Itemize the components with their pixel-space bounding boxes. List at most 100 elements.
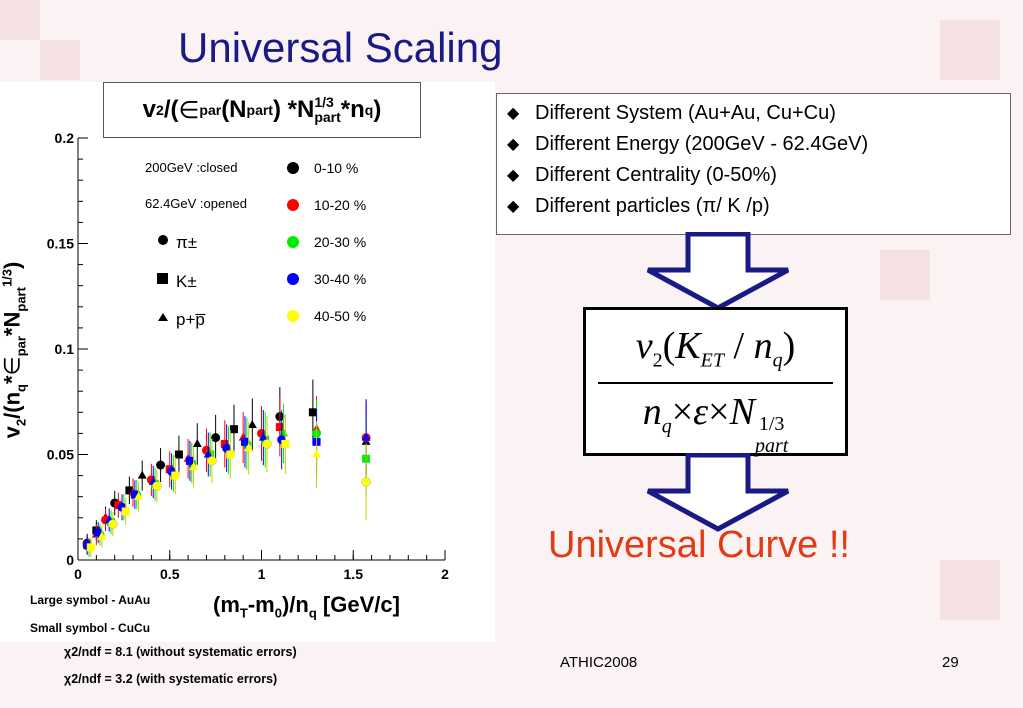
data-point — [262, 439, 272, 449]
chart-svg: 0 0.5 1 1.5 2 0 0.05 0.1 0.15 0.2 200GeV :closed … — [47, 130, 449, 582]
eq-part: 2 — [652, 349, 663, 372]
data-point — [361, 477, 371, 487]
ylabel-part: /(n — [0, 391, 25, 419]
diamond-icon: ◆ — [507, 167, 520, 184]
legend-centrality-marker — [287, 236, 299, 248]
x-tick-label: 1.5 — [344, 566, 364, 582]
xlabel-part: T — [239, 605, 248, 621]
note-small-symbol: Small symbol - CuCu — [30, 621, 151, 635]
eq-part: q — [661, 415, 672, 438]
legend-centrality-marker — [287, 199, 299, 211]
formula-part: (N — [221, 96, 247, 123]
x-axis-label: (mT-m0)/nq [GeV/c] — [213, 592, 400, 620]
data-point — [361, 432, 371, 441]
formula-part: par — [199, 102, 222, 118]
xlabel-part: q — [308, 605, 317, 621]
formula-part: 2 — [156, 102, 164, 118]
bullet-item: ◆ Different System (Au+Au, Cu+Cu) — [507, 98, 1000, 129]
eq-part: × — [708, 391, 730, 433]
formula-part: *n — [340, 96, 365, 123]
diamond-icon: ◆ — [507, 198, 520, 215]
y-tick-label: 0.2 — [55, 130, 75, 146]
bullet-text: Different System (Au+Au, Cu+Cu) — [535, 102, 836, 124]
eq-part: n — [642, 391, 662, 433]
data-point — [97, 531, 107, 540]
data-point — [130, 490, 139, 499]
bg-decoration — [940, 20, 1000, 80]
eq-part: ET — [700, 349, 724, 372]
data-point — [189, 462, 199, 471]
ylabel-part: ) — [0, 261, 25, 269]
y-tick-label: 0 — [66, 552, 74, 568]
note-large-symbol: Large symbol - AuAu — [30, 593, 151, 607]
data-point — [222, 443, 232, 453]
formula-part: ) *N — [272, 96, 315, 123]
x-tick-label: 0.5 — [160, 566, 180, 582]
y-tick-label: 0.1 — [55, 341, 75, 357]
eq-part: ε — [693, 391, 709, 433]
footer-conference: ATHIC2008 — [560, 654, 638, 671]
legend-centrality-label: 40-50 % — [314, 308, 366, 324]
data-point — [258, 432, 268, 441]
ylabel-part: 1/3 — [0, 268, 15, 288]
legend-proton-symbol — [158, 313, 168, 321]
plot-background — [0, 82, 495, 642]
formula-part: ) — [373, 96, 382, 123]
bullet-text: Different Energy (200GeV - 62.4GeV) — [535, 133, 869, 155]
legend-kaon-symbol — [157, 273, 168, 284]
chart-legend: 200GeV :closed 62.4GeV :opened π± K± p+p… — [145, 160, 366, 329]
legend-energy-closed: 200GeV :closed — [145, 160, 238, 175]
data-point — [171, 471, 180, 480]
eq-part: part — [754, 435, 789, 457]
x-tick-label: 0 — [74, 566, 82, 582]
diamond-icon: ◆ — [507, 136, 520, 153]
legend-centrality-marker — [287, 162, 299, 174]
bullet-text: Different particles (π/ K /p) — [535, 195, 770, 217]
data-point — [152, 481, 162, 491]
data-point — [244, 443, 254, 452]
ylabel-part: * — [0, 375, 25, 385]
ylabel-part: *N — [0, 311, 25, 337]
formula-part: 1/3 — [314, 94, 334, 110]
eq-part: v — [635, 325, 653, 367]
data-point — [156, 460, 166, 470]
bullet-text: Different Centrality (0-50%) — [535, 164, 777, 186]
y-tick-label: 0.15 — [47, 236, 74, 252]
data-point — [220, 439, 229, 448]
data-point — [240, 437, 249, 446]
data-point — [207, 456, 217, 466]
xlabel-part: 0 — [274, 605, 282, 621]
eq-part: N — [729, 391, 755, 433]
diamond-icon: ◆ — [507, 105, 520, 122]
xlabel-part: (m — [213, 592, 240, 617]
legend-centrality-label: 20-30 % — [314, 234, 366, 250]
eq-part: 1/3 — [758, 413, 785, 435]
data-point — [308, 408, 317, 417]
scaling-equation: v2(KET / nq) nq×ε×N 1/3 part — [583, 307, 848, 457]
legend-pion-symbol — [158, 235, 168, 245]
bullet-item: ◆ Different particles (π/ K /p) — [507, 191, 1000, 222]
eq-part: n — [753, 325, 773, 367]
bullet-list: ◆ Different System (Au+Au, Cu+Cu) ◆ Differ… — [496, 93, 1011, 235]
formula-part: ∈ — [178, 96, 200, 124]
data-point — [94, 528, 103, 537]
data-point — [247, 419, 257, 428]
xlabel-part: )/n — [281, 592, 309, 617]
fraction-bar — [598, 382, 833, 384]
bg-decoration — [0, 0, 40, 40]
legend-centrality-marker — [287, 273, 299, 285]
bg-decoration — [40, 40, 80, 80]
slide-title: Universal Scaling — [178, 24, 503, 71]
equation-numerator: v2(KET / nq) — [586, 324, 845, 373]
formula-part: part — [314, 109, 341, 125]
data-point — [134, 491, 144, 500]
xlabel-part: -m — [247, 592, 275, 617]
eq-part: ( — [662, 325, 676, 367]
down-arrow-icon — [646, 453, 790, 532]
data-point — [125, 486, 134, 495]
data-point — [312, 449, 322, 458]
bullet-item: ◆ Different Centrality (0-50%) — [507, 160, 1000, 191]
y-tick-label: 0.05 — [47, 447, 74, 463]
conclusion-text: Universal Curve !! — [548, 524, 850, 566]
eq-part: q — [772, 349, 783, 372]
